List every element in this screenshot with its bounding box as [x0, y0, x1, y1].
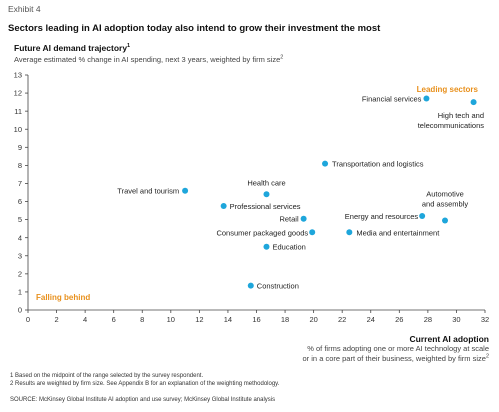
point-label: Automotive [426, 190, 464, 199]
x-axis-subtitle-line2-text: or in a core part of their business, wei… [302, 354, 486, 363]
y-tick-label: 1 [18, 288, 22, 297]
footnotes: 1 Based on the midpoint of the range sel… [10, 372, 279, 388]
point-label: Financial services [362, 95, 422, 104]
y-tick-label: 10 [14, 125, 22, 134]
y-axis-title-note: 1 [127, 43, 131, 50]
source-note: SOURCE: McKinsey Global Institute AI ado… [10, 397, 276, 403]
x-tick-label: 24 [367, 315, 375, 324]
x-tick-label: 22 [338, 315, 346, 324]
data-point [263, 243, 270, 250]
y-tick-label: 9 [18, 143, 22, 152]
y-tick-label: 7 [18, 179, 22, 188]
x-tick-label: 18 [281, 315, 289, 324]
y-tick-label: 6 [18, 197, 22, 206]
x-axis-title-text: Current AI adoption [409, 334, 489, 344]
data-point [442, 217, 449, 224]
point-label: Education [272, 243, 305, 252]
x-axis-subtitle-note: 2 [485, 353, 489, 360]
x-tick-label: 2 [54, 315, 58, 324]
y-axis-title: Future AI demand trajectory1 [14, 43, 130, 53]
y-tick-label: 13 [14, 71, 22, 80]
point-label: Retail [279, 215, 299, 224]
y-tick-label: 4 [18, 233, 22, 242]
point-label-line2: and assembly [422, 200, 469, 209]
point-label: Professional services [230, 202, 301, 211]
point-label: Construction [257, 282, 299, 291]
y-tick-label: 11 [14, 107, 22, 116]
x-tick-label: 12 [195, 315, 203, 324]
footnote-2: 2 Results are weighted by firm size. See… [10, 381, 280, 387]
exhibit-label: Exhibit 4 [8, 4, 41, 14]
data-point [423, 95, 430, 102]
point-label: Energy and resources [345, 212, 419, 221]
data-point [300, 215, 307, 222]
data-point [470, 99, 477, 106]
x-tick-label: 4 [83, 315, 87, 324]
point-label: Travel and tourism [117, 187, 179, 196]
data-point [346, 229, 353, 236]
chart-title: Sectors leading in AI adoption today als… [8, 23, 381, 34]
y-tick-label: 2 [18, 269, 22, 278]
data-point [309, 229, 316, 236]
y-axis-title-text: Future AI demand trajectory [14, 43, 128, 53]
x-tick-label: 26 [395, 315, 403, 324]
x-tick-label: 28 [424, 315, 432, 324]
y-tick-label: 12 [14, 89, 22, 98]
data-point [263, 191, 270, 198]
footnote-1: 1 Based on the midpoint of the range sel… [10, 373, 204, 379]
data-point [247, 282, 254, 289]
point-label: High tech and [438, 111, 484, 120]
y-axis-subtitle-text: Average estimated % change in AI spendin… [14, 55, 281, 64]
x-tick-label: 14 [224, 315, 232, 324]
x-tick-label: 6 [112, 315, 116, 324]
x-tick-label: 32 [481, 315, 489, 324]
data-point [182, 187, 189, 194]
point-label: Health care [247, 178, 285, 187]
x-axis-title: Current AI adoption % of firms adopting … [303, 334, 489, 364]
point-label: Transportation and logistics [332, 160, 424, 169]
annotation-leading-sectors: Leading sectors [417, 85, 479, 94]
y-tick-label: 0 [18, 306, 22, 315]
x-tick-label: 0 [26, 315, 30, 324]
x-tick-label: 16 [252, 315, 260, 324]
x-tick-label: 10 [167, 315, 175, 324]
data-point [419, 213, 426, 219]
point-label-line2: telecommunications [418, 121, 485, 130]
data-point [220, 203, 227, 210]
y-tick-label: 3 [18, 251, 22, 260]
point-label: Media and entertainment [356, 228, 440, 237]
y-axis-subtitle-note: 2 [280, 54, 284, 61]
x-tick-label: 20 [309, 315, 317, 324]
y-tick-label: 8 [18, 161, 22, 170]
y-tick-label: 5 [18, 215, 22, 224]
x-tick-label: 8 [140, 315, 144, 324]
y-axis-subtitle: Average estimated % change in AI spendin… [14, 55, 283, 64]
x-axis-subtitle-line1: % of firms adopting one or more AI techn… [307, 344, 489, 353]
annotation-falling-behind: Falling behind [36, 293, 90, 302]
data-point [322, 160, 329, 167]
point-label: Consumer packaged goods [216, 228, 308, 237]
x-axis-subtitle-line2: or in a core part of their business, wei… [303, 354, 489, 364]
x-tick-label: 30 [452, 315, 460, 324]
